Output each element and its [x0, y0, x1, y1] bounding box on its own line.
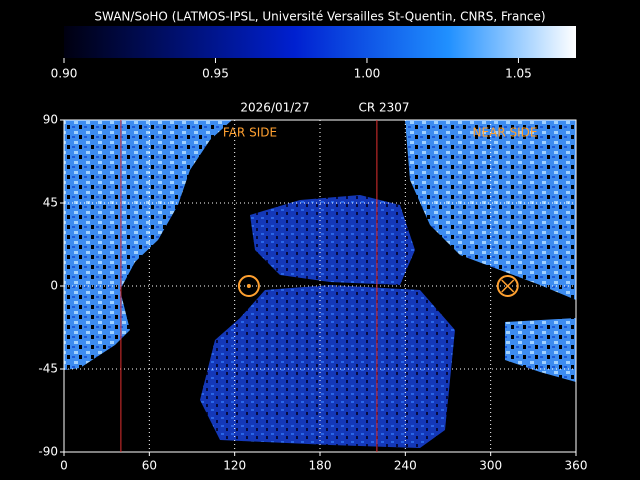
near-side-label: NEAR SIDE — [473, 126, 538, 140]
colorbar-tick-label: 0.95 — [202, 67, 229, 81]
emission-region — [505, 318, 576, 382]
x-tick-label: 60 — [142, 459, 157, 473]
y-tick-label: 45 — [43, 196, 58, 210]
y-tick-label: -45 — [38, 362, 58, 376]
y-tick-label: 90 — [43, 113, 58, 127]
emission-region — [250, 195, 415, 285]
colorbar — [64, 26, 576, 58]
x-tick-label: 120 — [223, 459, 246, 473]
colorbar-tick-label: 1.05 — [505, 67, 532, 81]
far-side-label: FAR SIDE — [223, 126, 277, 140]
emission-region — [200, 285, 455, 448]
title: SWAN/SoHO (LATMOS-IPSL, Université Versa… — [94, 10, 545, 24]
map-image — [64, 120, 576, 448]
x-tick-label: 300 — [479, 459, 502, 473]
emission-region — [64, 120, 232, 370]
symbol-cross — [501, 279, 515, 293]
symbol-dot — [246, 284, 251, 288]
colorbar-tick-label: 0.90 — [51, 67, 78, 81]
rotation: CR 2307 — [358, 101, 409, 115]
x-tick-label: 180 — [309, 459, 332, 473]
y-tick-label: -90 — [38, 445, 58, 459]
spacecraft-symbol — [496, 275, 519, 297]
emission-region — [405, 120, 576, 300]
x-tick-label: 360 — [565, 459, 588, 473]
x-tick-label: 240 — [394, 459, 417, 473]
x-tick-label: 0 — [60, 459, 68, 473]
y-tick-label: 0 — [50, 279, 58, 293]
date: 2026/01/27 — [240, 101, 309, 115]
colorbar-tick-label: 1.00 — [354, 67, 381, 81]
spacecraft-symbol — [237, 275, 260, 297]
